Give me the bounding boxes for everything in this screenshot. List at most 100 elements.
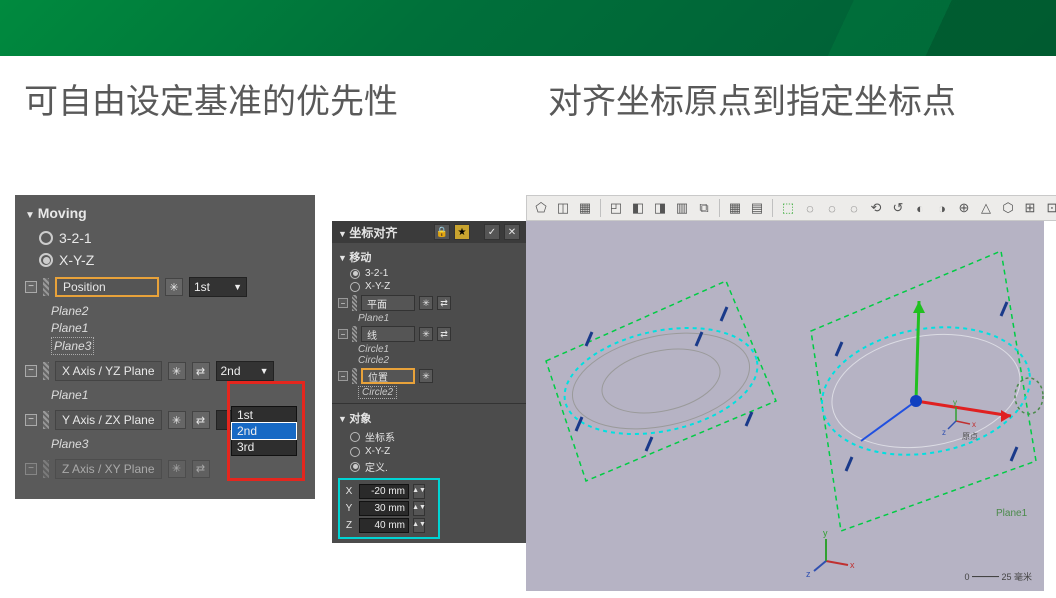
fp-radio-define[interactable]: 定义. <box>338 458 520 475</box>
stripe-icon <box>43 411 49 429</box>
coord-align-titlebar[interactable]: 坐标对齐 🔒 ★ ✓ ✕ <box>332 221 526 243</box>
dropdown-option-2nd[interactable]: 2nd <box>231 422 297 440</box>
fp-circle1-child[interactable]: Circle1 <box>338 344 520 355</box>
tree-toggle-icon[interactable]: − <box>338 329 348 339</box>
snap-icon[interactable]: ✳ <box>165 278 183 296</box>
radio-xyz-label: X-Y-Z <box>59 252 94 268</box>
fp-plane-child[interactable]: Plane1 <box>338 313 520 324</box>
title-left: 可自由设定基准的优先性 <box>24 80 398 124</box>
tool-box-icon[interactable]: ◫ <box>553 198 573 218</box>
moving-section-header[interactable]: Moving <box>25 203 305 227</box>
position-priority-value: 1st <box>194 280 210 294</box>
child-plane1b[interactable]: Plane1 <box>51 387 305 404</box>
xaxis-priority-dropdown[interactable]: 2nd ▼ <box>216 361 274 381</box>
tool-layout5-icon[interactable]: ⧉ <box>694 198 714 218</box>
tool-target-icon[interactable]: ⊕ <box>954 198 974 218</box>
close-icon[interactable]: ✕ <box>504 224 520 240</box>
coord-z-input[interactable]: 40 mm <box>359 518 409 533</box>
tree-toggle-icon[interactable]: − <box>25 281 37 293</box>
swap-icon[interactable]: ⇄ <box>437 296 451 310</box>
yaxis-field[interactable]: Y Axis / ZX Plane <box>55 410 162 430</box>
tool-half2-icon[interactable]: ◑ <box>932 198 952 218</box>
tool-plus-icon[interactable]: ⊞ <box>1020 198 1040 218</box>
tool-layout3-icon[interactable]: ◨ <box>650 198 670 218</box>
fp-radio-321[interactable]: 3-2-1 <box>338 267 520 280</box>
coord-define-block: X -20 mm ▲▼ Y 30 mm ▲▼ Z 40 mm ▲▼ <box>338 478 440 539</box>
coord-x-input[interactable]: -20 mm <box>359 484 409 499</box>
tool-dot-icon[interactable]: ⊡ <box>1042 198 1056 218</box>
tool-circle1-icon[interactable]: ◌ <box>800 198 820 218</box>
spinner-icon[interactable]: ▲▼ <box>413 501 425 516</box>
tree-toggle-icon[interactable]: − <box>25 365 37 377</box>
fp-radio-coordsys[interactable]: 坐标系 <box>338 428 520 445</box>
snap-icon[interactable]: ✳ <box>168 411 186 429</box>
fp-radio-xyz2[interactable]: X-Y-Z <box>338 445 520 458</box>
tool-tri-icon[interactable]: △ <box>976 198 996 218</box>
lock-icon[interactable]: 🔒 <box>434 224 450 240</box>
radio-xyz-icon <box>39 253 53 267</box>
child-plane2[interactable]: Plane2 <box>51 303 305 320</box>
radio-xyz[interactable]: X-Y-Z <box>25 249 305 271</box>
tool-half1-icon[interactable]: ◐ <box>910 198 930 218</box>
snap-icon[interactable]: ✳ <box>168 362 186 380</box>
priority-dropdown-menu: 1st 2nd 3rd <box>231 406 297 456</box>
zaxis-row: − Z Axis / XY Plane ✳ ⇄ <box>25 459 305 479</box>
radio-321[interactable]: 3-2-1 <box>25 227 305 249</box>
fp-circle2-child[interactable]: Circle2 <box>338 355 520 366</box>
tool-select-rect-icon[interactable]: ⬚ <box>778 198 798 218</box>
tool-circle2-icon[interactable]: ◌ <box>822 198 842 218</box>
tool-grid3-icon[interactable]: ▤ <box>747 198 767 218</box>
xaxis-field[interactable]: X Axis / YZ Plane <box>55 361 162 381</box>
tool-shape-icon[interactable]: ⬠ <box>531 198 551 218</box>
coord-x-row: X -20 mm ▲▼ <box>343 484 435 499</box>
fp-plane-field[interactable]: 平面 <box>361 295 415 311</box>
tree-toggle-icon[interactable]: − <box>25 414 37 426</box>
tool-grid2-icon[interactable]: ▦ <box>725 198 745 218</box>
child-plane3[interactable]: Plane3 <box>51 337 94 356</box>
position-row: − Position ✳ 1st ▼ <box>25 277 305 297</box>
3d-viewport[interactable]: Circle1 Plane1 x y z 原点 <box>526 221 1044 591</box>
position-priority-dropdown[interactable]: 1st ▼ <box>189 277 247 297</box>
position-field[interactable]: Position <box>55 277 159 297</box>
move-section-header[interactable]: 移动 <box>338 247 520 267</box>
tree-toggle-icon[interactable]: − <box>25 463 37 475</box>
fp-circle2b-child[interactable]: Circle2 <box>358 386 397 399</box>
dropdown-option-3rd[interactable]: 3rd <box>232 439 296 455</box>
fp-position-field[interactable]: 位置 <box>361 368 415 384</box>
tool-rotate1-icon[interactable]: ⟲ <box>866 198 886 218</box>
target-section-header[interactable]: 对象 <box>338 408 520 428</box>
swap-icon[interactable]: ⇄ <box>192 362 210 380</box>
tool-grid-icon[interactable]: ▦ <box>575 198 595 218</box>
svg-text:z: z <box>806 569 811 579</box>
swap-icon[interactable]: ⇄ <box>437 327 451 341</box>
pin-icon[interactable]: ★ <box>454 224 470 240</box>
tool-layout2-icon[interactable]: ◧ <box>628 198 648 218</box>
tool-circle3-icon[interactable]: ◌ <box>844 198 864 218</box>
tree-toggle-icon[interactable]: − <box>338 298 348 308</box>
spinner-icon[interactable]: ▲▼ <box>413 518 425 533</box>
tool-layout4-icon[interactable]: ▥ <box>672 198 692 218</box>
coord-y-input[interactable]: 30 mm <box>359 501 409 516</box>
child-plane1[interactable]: Plane1 <box>51 320 305 337</box>
snap-icon[interactable]: ✳ <box>419 327 433 341</box>
tool-hex-icon[interactable]: ⬡ <box>998 198 1018 218</box>
stripe-icon <box>43 278 49 296</box>
dropdown-option-1st[interactable]: 1st <box>232 407 296 423</box>
snap-icon[interactable]: ✳ <box>419 369 433 383</box>
tree-toggle-icon[interactable]: − <box>338 371 348 381</box>
tool-layout1-icon[interactable]: ◰ <box>606 198 626 218</box>
spinner-icon[interactable]: ▲▼ <box>413 484 425 499</box>
xaxis-children: Plane1 <box>25 387 305 404</box>
snap-icon[interactable]: ✳ <box>419 296 433 310</box>
stripe-icon <box>352 368 357 384</box>
toolbar-separator <box>772 199 773 217</box>
target-section: 对象 坐标系 X-Y-Z 定义. X -20 mm ▲▼ Y 30 mm ▲▼ … <box>332 403 526 543</box>
tool-rotate2-icon[interactable]: ↺ <box>888 198 908 218</box>
fp-line-field[interactable]: 线 <box>361 326 415 342</box>
viewport-svg: Circle1 Plane1 x y z 原点 <box>526 221 1044 591</box>
coord-z-row: Z 40 mm ▲▼ <box>343 518 435 533</box>
fp-radio-xyz[interactable]: X-Y-Z <box>338 280 520 293</box>
check-icon[interactable]: ✓ <box>484 224 500 240</box>
swap-icon[interactable]: ⇄ <box>192 411 210 429</box>
svg-text:x: x <box>850 560 855 570</box>
